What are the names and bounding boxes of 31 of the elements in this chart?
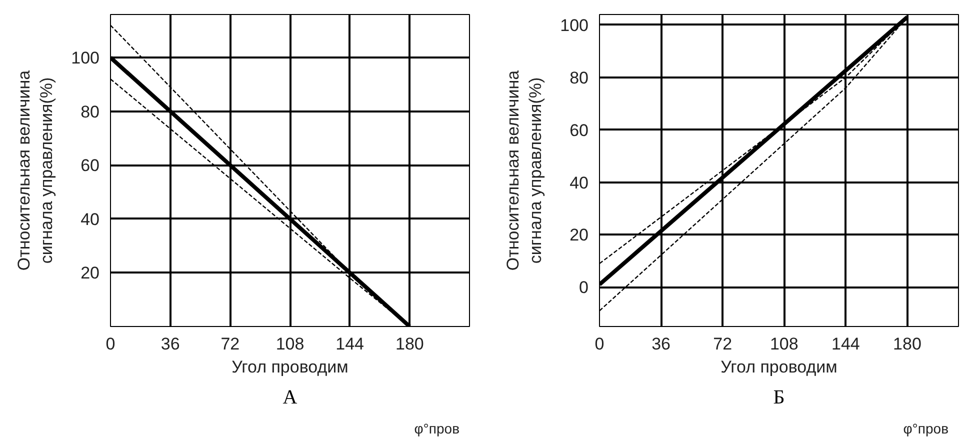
y-tick-label: 40 [570, 173, 589, 192]
x-tick-label: 108 [276, 334, 304, 354]
x-axis-title: Угол проводим [720, 358, 838, 376]
x-tick-label: 180 [395, 334, 424, 354]
x-tick-label: 0 [594, 334, 604, 354]
y-tick-label: 0 [579, 278, 589, 298]
x-tick-label: 72 [713, 334, 732, 354]
y-tick-label: 40 [80, 210, 100, 229]
y-tick-label: 60 [80, 156, 100, 176]
x-tick-label: 144 [336, 334, 364, 354]
x-tick-label: 36 [160, 334, 180, 354]
x-tick-label: 180 [893, 334, 922, 354]
y-tick-label: 60 [570, 120, 589, 140]
x-tick-label: 72 [220, 334, 240, 354]
text: Б [773, 386, 785, 408]
y-tick-label: 20 [570, 226, 589, 245]
y-tick-label: 20 [80, 264, 100, 283]
x-tick-label: 108 [770, 334, 798, 354]
y-tick-label: 100 [71, 48, 100, 68]
y-axis-title: Относительная величина сигнала управления(%) [14, 70, 56, 271]
text: А [282, 386, 298, 408]
y-tick-label: 100 [560, 16, 589, 35]
x-tick-label: 0 [106, 334, 116, 354]
y-tick-label: 80 [80, 102, 100, 122]
x-tick-label: 36 [652, 334, 671, 354]
text: φ°пров [414, 420, 460, 436]
x-tick-label: 144 [831, 334, 860, 354]
y-axis-title: Относительная величина сигнала управления(%) [503, 70, 546, 271]
x-axis-title: Угол проводим [232, 358, 348, 376]
text: φ°пров [903, 420, 949, 436]
y-tick-label: 80 [570, 68, 589, 88]
